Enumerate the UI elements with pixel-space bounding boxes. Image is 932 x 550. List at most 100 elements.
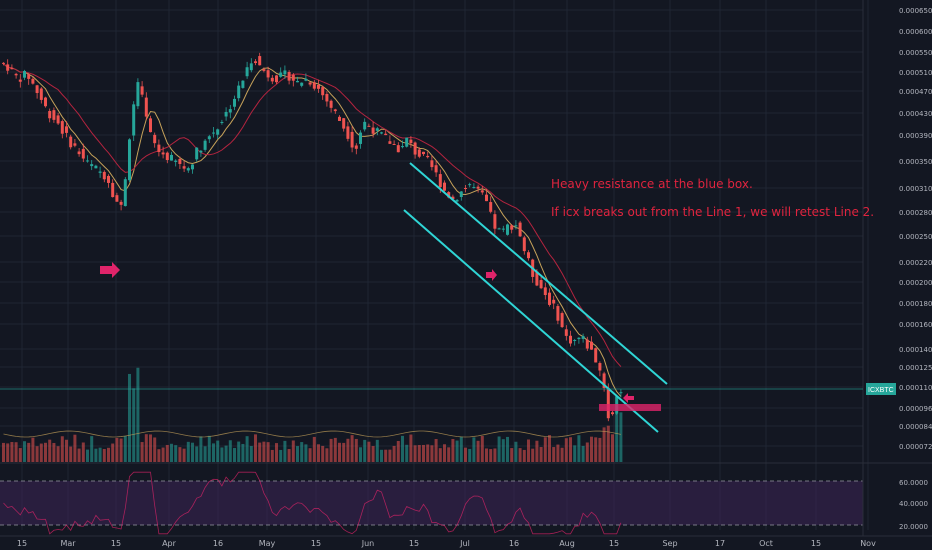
candle-body <box>304 78 308 81</box>
candle-body <box>392 143 396 145</box>
candle-body <box>543 287 547 296</box>
candle-body <box>485 194 488 202</box>
volume-bar <box>485 448 488 462</box>
volume-bar <box>254 434 257 462</box>
candle-body <box>111 182 115 198</box>
candle-body <box>136 82 140 107</box>
candle-body <box>174 160 178 162</box>
candle-body <box>220 122 224 124</box>
volume-bar <box>115 437 119 462</box>
candle-body <box>422 151 425 155</box>
candle-body <box>371 127 375 134</box>
time-tick-label: Nov <box>860 539 876 548</box>
volume-bar <box>459 436 463 462</box>
drawings <box>100 162 668 433</box>
volume-bar <box>405 444 409 462</box>
time-tick-label: 17 <box>715 539 725 548</box>
candle-body <box>426 155 430 158</box>
volume-bar <box>401 435 404 462</box>
volume-bar <box>18 448 22 462</box>
volume-bar <box>548 435 551 462</box>
volume-bar <box>296 446 299 462</box>
volume-bar <box>279 449 283 462</box>
candle-body <box>31 78 35 84</box>
volume-bar <box>149 434 152 462</box>
volume-bar <box>602 427 606 462</box>
ma-slow-line <box>3 63 622 367</box>
candle-body <box>115 195 119 202</box>
volume-bar <box>312 436 316 462</box>
volume-bar <box>518 448 522 462</box>
volume-bar <box>249 446 253 462</box>
time-axis[interactable]: 15 Mar 15 Apr 16 May 15 Jun 15 Jul 16 Aug 15 Sep 17 Oct… <box>0 535 932 548</box>
candle-body <box>81 148 85 159</box>
candle-body <box>224 111 228 117</box>
candle-body <box>275 75 278 83</box>
volume-bar <box>514 441 518 462</box>
candle-body <box>455 199 459 202</box>
candle-body <box>598 363 602 371</box>
volume-bar <box>451 439 455 462</box>
volume-bar <box>560 447 564 462</box>
candle-body <box>161 152 165 155</box>
candle-body <box>262 69 266 71</box>
candle-body <box>287 72 291 81</box>
candle-body <box>216 129 220 135</box>
volume-bar <box>573 445 577 462</box>
candle-body <box>527 252 530 259</box>
volume-bar <box>598 437 602 462</box>
candle-body <box>10 68 14 70</box>
candle-body <box>590 341 593 350</box>
candle-body <box>476 186 480 189</box>
volume-bar <box>128 373 131 462</box>
volume-bar <box>359 447 362 462</box>
candle-body <box>107 175 110 183</box>
candle-body <box>249 63 253 71</box>
rsi-tick-label: 20.0000 <box>899 523 928 531</box>
volume-bar <box>543 437 547 462</box>
candle-body <box>123 179 127 207</box>
volume-bar <box>577 435 581 462</box>
time-tick-label: Mar <box>60 539 76 548</box>
candle-body <box>380 132 383 134</box>
volume-bars <box>2 367 623 462</box>
volume-bar <box>39 443 43 462</box>
candle-body <box>506 224 509 235</box>
volume-bar <box>535 440 539 462</box>
volume-bar <box>464 447 467 462</box>
candle-body <box>518 222 522 237</box>
volume-bar <box>262 441 266 462</box>
candle-body <box>300 82 304 86</box>
candle-body <box>241 80 245 88</box>
volume-bar <box>606 425 610 462</box>
volume-bar <box>153 437 157 462</box>
resistance-box <box>599 404 661 411</box>
candle-body <box>489 202 493 212</box>
volume-bar <box>304 444 308 462</box>
volume-bar <box>144 434 148 462</box>
candle-body <box>581 336 585 339</box>
volume-bar <box>69 446 73 462</box>
candle-body <box>44 97 47 107</box>
candle-body <box>266 70 270 78</box>
volume-bar <box>539 447 543 462</box>
volume-bar <box>94 448 98 462</box>
volume-bar <box>111 443 115 462</box>
volume-bar <box>317 444 320 462</box>
volume-bar <box>245 436 249 462</box>
candle-body <box>338 116 341 121</box>
time-tick-label: Aug <box>559 539 575 548</box>
candle-body <box>569 335 572 344</box>
candle-body <box>594 348 598 363</box>
volume-bar <box>371 446 375 462</box>
volume-bar <box>102 448 106 462</box>
volume-bar <box>380 449 383 462</box>
volume-bar <box>489 449 493 462</box>
